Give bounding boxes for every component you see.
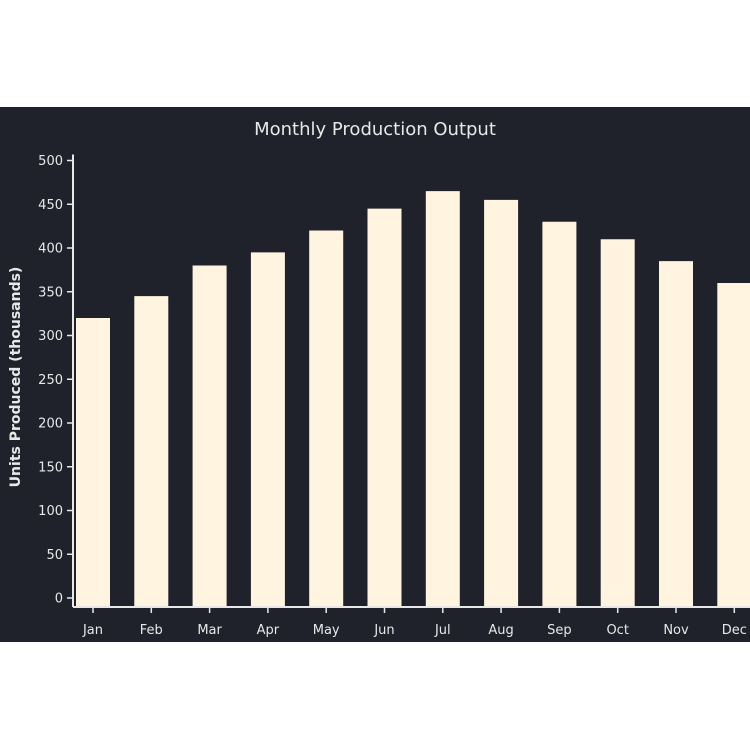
x-tick-label: May: [313, 623, 340, 638]
bar-dec: [717, 283, 750, 607]
x-tick-label: Apr: [257, 623, 280, 638]
y-tick-label: 50: [46, 548, 63, 563]
x-tick-label: Jul: [434, 623, 451, 638]
bar-sep: [542, 221, 577, 607]
x-tick-label: Aug: [488, 623, 513, 638]
y-axis: 0 50 100 150 200 250 300 350 400 450 500: [38, 154, 74, 607]
bar-chart: Monthly Production Output Units Produced…: [8, 119, 750, 638]
x-axis: Jan Feb Mar Apr May Jun Jul Aug Sep Oct Nov Dec: [73, 606, 750, 638]
chart-title: Monthly Production Output: [254, 119, 496, 140]
bar-oct: [600, 239, 635, 607]
bar-jun: [367, 208, 402, 607]
x-tick-label: Oct: [606, 623, 628, 638]
bar-nov: [659, 261, 693, 607]
bar-feb: [134, 296, 169, 607]
x-tick-label: Sep: [547, 623, 572, 638]
x-tick-label: Jan: [82, 623, 103, 638]
bar-apr: [250, 252, 285, 607]
y-tick-label: 100: [38, 504, 63, 519]
bar-jul: [425, 191, 460, 607]
bar-jan: [76, 318, 110, 607]
bars: [76, 191, 750, 607]
bar-may: [309, 230, 344, 607]
y-tick-label: 350: [38, 285, 63, 300]
bar-aug: [484, 199, 519, 607]
y-tick-label: 200: [38, 417, 63, 432]
y-tick-label: 500: [38, 154, 63, 169]
chart-panel: Monthly Production Output Units Produced…: [0, 107, 750, 642]
y-tick-label: 250: [38, 373, 63, 388]
y-axis-label: Units Produced (thousands): [8, 267, 24, 488]
x-tick-label: Mar: [197, 623, 222, 638]
bar-mar: [192, 265, 227, 607]
y-tick-label: 450: [38, 198, 63, 213]
y-tick-label: 0: [55, 592, 63, 607]
y-tick-label: 150: [38, 460, 63, 475]
y-tick-label: 400: [38, 242, 63, 257]
x-tick-label: Jun: [373, 623, 394, 638]
x-tick-label: Nov: [663, 623, 689, 638]
x-tick-label: Dec: [722, 623, 747, 638]
x-tick-label: Feb: [140, 623, 163, 638]
y-tick-label: 300: [38, 329, 63, 344]
